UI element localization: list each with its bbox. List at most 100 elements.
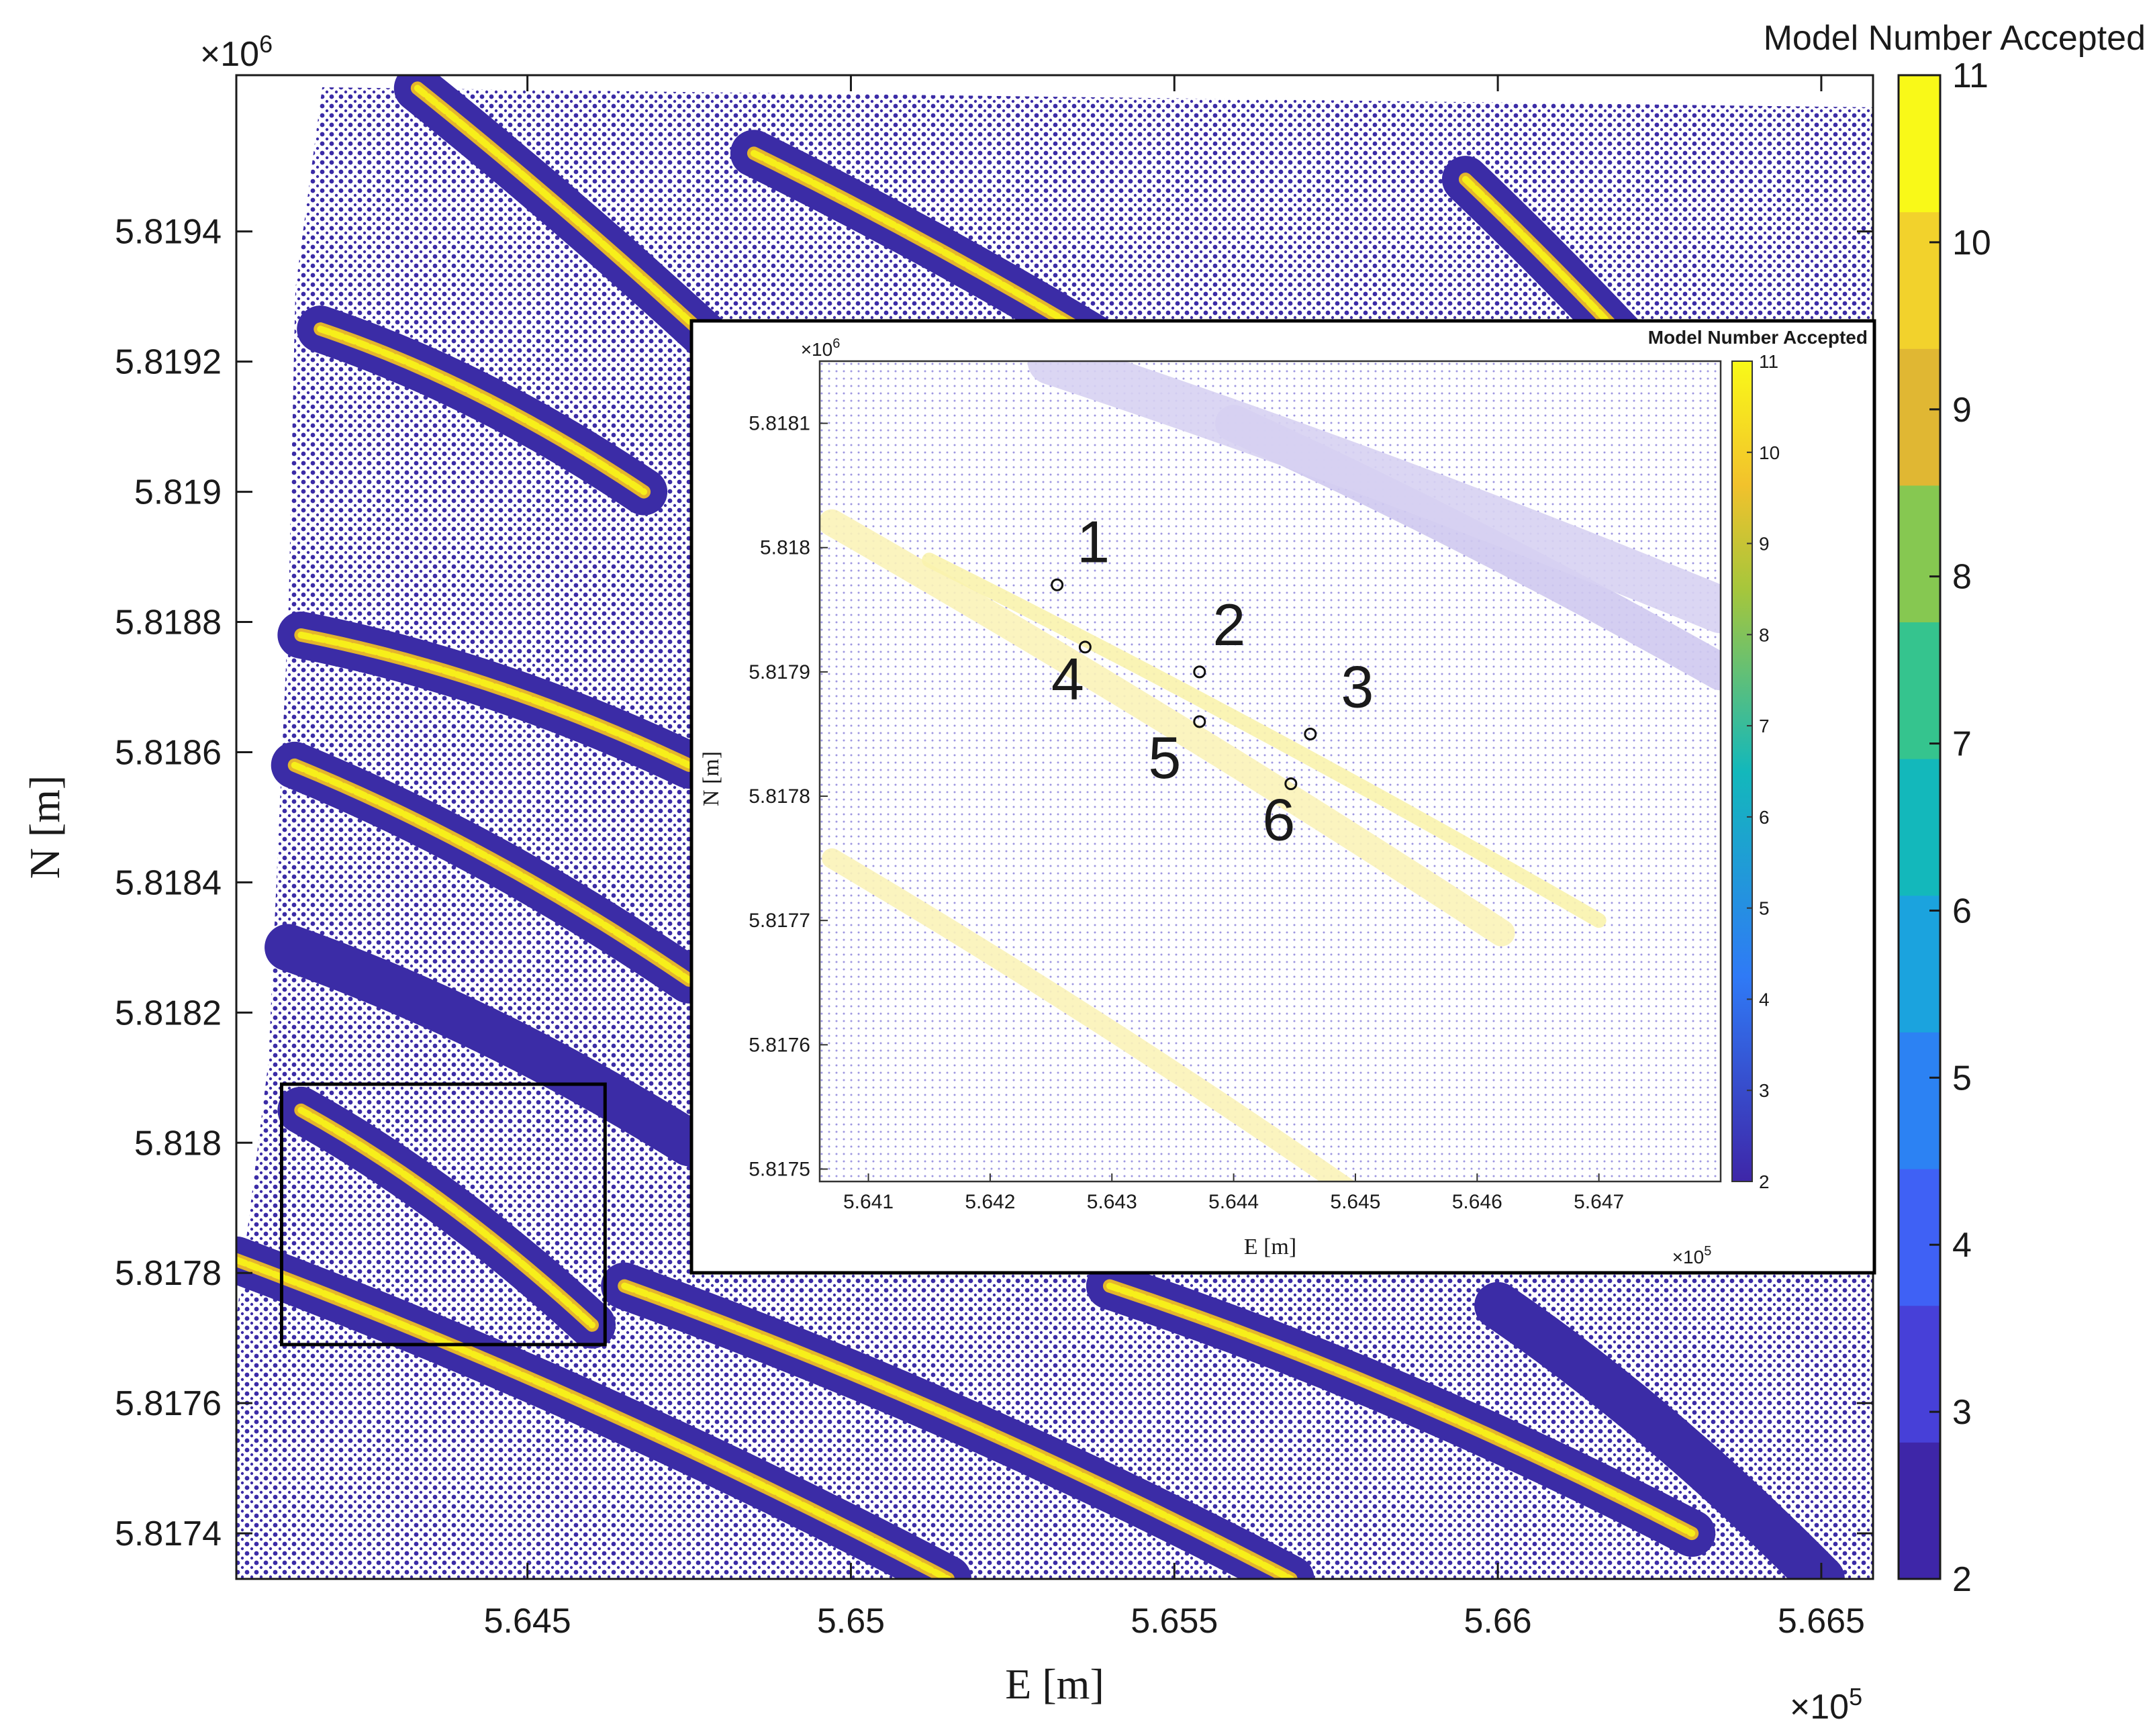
inset-heatmap-layer xyxy=(820,361,1721,1182)
inset-x-tick-label: 5.646 xyxy=(1452,1191,1502,1213)
inset-y-label: N [m] xyxy=(699,751,724,806)
inset-point-marker xyxy=(1193,665,1206,679)
main-band-10-core xyxy=(1106,1282,1696,1537)
main-y-tick-label: 5.8176 xyxy=(115,1384,222,1423)
main-band-9-core xyxy=(621,1282,1294,1579)
main-y-ticks: 5.8174 5.8176 5.8178 5.818 5.8182 5.8184 5.818… xyxy=(115,213,1873,1553)
main-x-tick-label: 5.66 xyxy=(1464,1602,1531,1641)
inset-colorbar-ticks: 2 3 4 5 6 7 8 9 10 11 xyxy=(1747,351,1780,1192)
main-colorbar-band xyxy=(1899,211,1940,349)
inset-y-tick-label: 5.8178 xyxy=(749,785,810,808)
main-x-label: E [m] xyxy=(1005,1660,1104,1708)
main-colorbar-label: Model Number Accepted xyxy=(1764,19,2146,58)
inset-point-label: 6 xyxy=(1262,787,1295,853)
inset-point-marker xyxy=(1284,777,1298,791)
main-band-7-core xyxy=(297,1106,595,1329)
inset-axes-frame xyxy=(818,360,1722,1183)
inset-y-tick-label: 5.8176 xyxy=(749,1034,810,1056)
inset-colorbar-bar xyxy=(1732,361,1752,1182)
inset-figure: 5.641 5.642 5.643 5.644 5.645 5.646 5.647 5.81… xyxy=(689,319,1876,1275)
main-y-tick-label: 5.8184 xyxy=(115,863,222,902)
inset-x-ticks: 5.641 5.642 5.643 5.644 5.645 5.646 5.647 xyxy=(843,1173,1624,1213)
inset-y-tick-label: 5.8179 xyxy=(749,661,810,683)
main-band-1-core xyxy=(317,326,648,495)
inset-colorbar-tick-label: 5 xyxy=(1759,898,1770,919)
inset-x-tick-label: 5.644 xyxy=(1208,1191,1259,1213)
inset-colorbar-tick-label: 3 xyxy=(1759,1080,1770,1101)
inset-x-label: E [m] xyxy=(1244,1235,1296,1259)
inset-colorbar-tick-label: 11 xyxy=(1759,351,1778,372)
main-colorbar-tick-label: 2 xyxy=(1952,1560,1972,1599)
inset-colorbar-tick-label: 2 xyxy=(1759,1171,1770,1192)
inset-point-label: 4 xyxy=(1051,646,1084,712)
inset-colorbar-tick-label: 9 xyxy=(1759,534,1770,554)
main-x-tick-label: 5.655 xyxy=(1131,1602,1218,1641)
main-colorbar-tick-label: 6 xyxy=(1952,891,1972,930)
inset-point-marker xyxy=(1078,640,1092,654)
main-x-ticks: 5.645 5.65 5.655 5.66 5.665 xyxy=(484,75,1865,1641)
inset-points: 1 2 3 45 6 xyxy=(1051,508,1374,853)
inset-point-label: 2 xyxy=(1212,591,1245,658)
main-colorbar-band xyxy=(1899,1442,1940,1580)
inset-colorbar-tick-label: 6 xyxy=(1759,807,1770,828)
main-band-4-core xyxy=(297,631,693,769)
inset-x-tick-label: 5.647 xyxy=(1574,1191,1624,1213)
inset-x-tick-label: 5.645 xyxy=(1330,1191,1380,1213)
main-colorbar-ticks: 2 3 4 5 6 7 8 9 10 11 xyxy=(1929,56,1991,1599)
main-y-tick-label: 5.8174 xyxy=(115,1514,222,1553)
inset-point-label: 5 xyxy=(1148,724,1181,791)
main-colorbar-tick-label: 4 xyxy=(1952,1226,1972,1265)
inset-colorbar-tick-label: 10 xyxy=(1759,442,1780,463)
inset-point-marker xyxy=(1193,715,1206,728)
inset-ridge-4 xyxy=(1027,361,1721,634)
main-x-exponent: ×105 xyxy=(1790,1683,1862,1727)
inset-ridge-1 xyxy=(922,552,1607,928)
main-y-tick-label: 5.8194 xyxy=(115,213,222,252)
main-y-tick-label: 5.8182 xyxy=(115,994,222,1032)
main-colorbar-tick-label: 10 xyxy=(1952,224,1991,262)
inset-y-tick-label: 5.8177 xyxy=(749,910,810,932)
inset-colorbar-tick-label: 4 xyxy=(1759,989,1770,1010)
inset-colorbar-tick-label: 7 xyxy=(1759,716,1770,736)
inset-x-tick-label: 5.643 xyxy=(1087,1191,1137,1213)
main-y-exponent: ×106 xyxy=(200,30,273,74)
main-colorbar-band xyxy=(1899,1169,1940,1306)
main-colorbar-band xyxy=(1899,485,1940,623)
main-colorbar-bands xyxy=(1899,75,1940,1580)
inset-y-ticks: 5.8175 5.8176 5.8177 5.8178 5.8179 5.818 5.818… xyxy=(749,413,828,1180)
main-colorbar-band xyxy=(1899,1305,1940,1443)
main-x-tick-label: 5.65 xyxy=(817,1602,885,1641)
inset-ridge-2 xyxy=(822,848,1355,1182)
main-y-tick-label: 5.8178 xyxy=(115,1254,222,1293)
main-colorbar-tick-label: 9 xyxy=(1952,391,1972,430)
main-colorbar-band xyxy=(1899,75,1940,213)
inset-x-tick-label: 5.642 xyxy=(965,1191,1015,1213)
main-y-tick-label: 5.8192 xyxy=(115,343,222,382)
inset-y-tick-label: 5.818 xyxy=(760,537,810,559)
main-colorbar-tick-label: 8 xyxy=(1952,558,1972,597)
main-x-tick-label: 5.665 xyxy=(1778,1602,1865,1641)
inset-point-marker xyxy=(1051,578,1064,591)
main-y-label: N [m] xyxy=(21,775,68,879)
inset-colorbar-label: Model Number Accepted xyxy=(1648,327,1868,348)
main-colorbar-tick-label: 5 xyxy=(1952,1059,1972,1098)
inset-point-marker xyxy=(1304,727,1317,740)
inset-colorbar-frame xyxy=(1731,360,1753,1182)
main-x-tick-label: 5.645 xyxy=(484,1602,571,1641)
main-band-8-core xyxy=(236,1256,951,1579)
main-band-6-outer xyxy=(265,924,713,1167)
inset-point-label: 1 xyxy=(1077,508,1110,575)
inset-colorbar-tick-label: 8 xyxy=(1759,624,1770,645)
main-y-tick-label: 5.8186 xyxy=(115,733,222,772)
main-y-tick-label: 5.819 xyxy=(134,473,222,512)
main-colorbar-tick-label: 3 xyxy=(1952,1393,1972,1432)
main-highlight-box xyxy=(279,1082,607,1347)
main-colorbar-band xyxy=(1899,759,1940,896)
main-colorbar-band xyxy=(1899,1032,1940,1169)
inset-ridge-0 xyxy=(820,509,1515,947)
main-colorbar: 2 3 4 5 6 7 8 9 10 11 Model Number Accepted xyxy=(1764,19,2146,1599)
main-band-11-outer xyxy=(1474,1282,1845,1579)
main-colorbar-tick-label: 7 xyxy=(1952,725,1972,764)
inset-y-tick-label: 5.8181 xyxy=(749,413,810,435)
